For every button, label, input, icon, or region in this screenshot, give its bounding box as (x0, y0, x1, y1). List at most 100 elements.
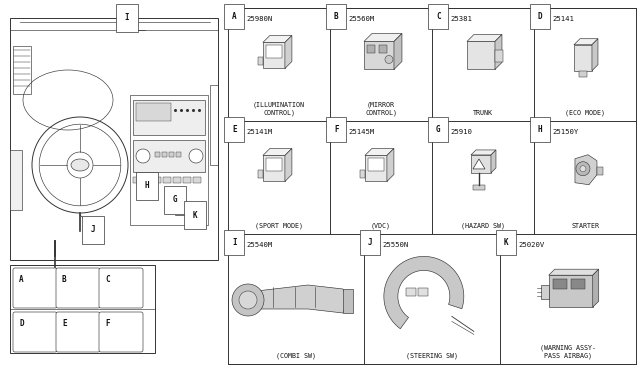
Text: D: D (19, 319, 24, 328)
Bar (360, 170, 365, 179)
Bar (266, 45, 282, 58)
Text: (ECO MODE): (ECO MODE) (565, 109, 605, 116)
Bar (133, 100, 205, 135)
Bar (471, 155, 491, 173)
Bar (193, 177, 201, 183)
Text: (COMBI SW): (COMBI SW) (276, 353, 316, 359)
FancyBboxPatch shape (13, 268, 57, 308)
Polygon shape (592, 39, 598, 71)
Bar (574, 45, 592, 71)
Bar (162, 152, 167, 157)
Bar (263, 42, 285, 68)
Bar (379, 45, 387, 54)
Text: F: F (105, 319, 109, 328)
Text: (VDC): (VDC) (371, 222, 391, 229)
Text: 25560M: 25560M (348, 16, 374, 22)
FancyBboxPatch shape (13, 312, 57, 352)
Polygon shape (473, 159, 485, 169)
Text: G: G (436, 125, 440, 134)
Bar (163, 177, 171, 183)
Text: 25381: 25381 (450, 16, 472, 22)
Text: TRUNK: TRUNK (473, 110, 493, 116)
Bar (10, 150, 22, 210)
Bar (183, 177, 191, 183)
Bar (548, 275, 593, 307)
Text: 25980N: 25980N (246, 16, 272, 22)
Polygon shape (285, 35, 292, 68)
Bar (153, 177, 161, 183)
Bar (130, 95, 208, 225)
Bar (418, 288, 428, 296)
Polygon shape (263, 35, 292, 42)
Text: K: K (504, 238, 509, 247)
Text: 25910: 25910 (450, 129, 472, 135)
Text: 25141M: 25141M (246, 129, 272, 135)
Bar (143, 177, 151, 183)
Text: A: A (232, 12, 237, 21)
Polygon shape (575, 155, 597, 185)
Text: E: E (232, 125, 237, 134)
Bar (210, 85, 218, 165)
Bar (579, 71, 587, 77)
FancyBboxPatch shape (99, 312, 143, 352)
Ellipse shape (71, 159, 89, 171)
Polygon shape (491, 150, 496, 173)
Bar (571, 279, 585, 289)
Text: I: I (125, 13, 129, 22)
Polygon shape (248, 285, 348, 313)
Bar (228, 8, 636, 364)
Bar (368, 158, 384, 171)
Text: (WARNING ASSY-
PASS AIRBAG): (WARNING ASSY- PASS AIRBAG) (540, 344, 596, 359)
Bar (367, 45, 375, 54)
Bar (365, 155, 387, 182)
Text: (HAZARD SW): (HAZARD SW) (461, 222, 505, 229)
Polygon shape (263, 148, 292, 155)
Circle shape (385, 55, 393, 64)
Bar (133, 177, 141, 183)
Text: 25020V: 25020V (518, 242, 544, 248)
Text: H: H (145, 182, 149, 190)
Bar (495, 51, 503, 62)
Text: (MIRROR
CONTROL): (MIRROR CONTROL) (365, 102, 397, 116)
Bar (133, 140, 205, 172)
Text: J: J (91, 225, 95, 234)
Text: D: D (538, 12, 543, 21)
Text: C: C (436, 12, 440, 21)
Text: G: G (173, 196, 177, 205)
Text: C: C (105, 275, 109, 284)
Text: 25145M: 25145M (348, 129, 374, 135)
Polygon shape (574, 39, 598, 45)
Bar (597, 167, 603, 175)
Circle shape (576, 162, 590, 176)
FancyBboxPatch shape (56, 312, 100, 352)
Circle shape (136, 149, 150, 163)
Polygon shape (364, 33, 402, 41)
Bar (173, 177, 181, 183)
Bar (263, 155, 285, 182)
Bar (258, 57, 263, 65)
Bar (467, 41, 495, 70)
Polygon shape (471, 150, 496, 155)
Bar (10, 265, 155, 353)
Text: I: I (232, 238, 237, 247)
Text: 25550N: 25550N (382, 242, 408, 248)
Bar (176, 152, 181, 157)
Circle shape (580, 166, 586, 172)
Text: (SPORT MODE): (SPORT MODE) (255, 222, 303, 229)
Text: (STEERING SW): (STEERING SW) (406, 353, 458, 359)
Polygon shape (548, 269, 599, 275)
Text: K: K (193, 211, 197, 219)
Text: H: H (538, 125, 543, 134)
FancyBboxPatch shape (56, 268, 100, 308)
Polygon shape (593, 269, 599, 307)
Bar (169, 152, 174, 157)
Bar (364, 41, 394, 70)
Text: B: B (334, 12, 339, 21)
Circle shape (239, 291, 257, 309)
Polygon shape (495, 35, 502, 70)
Text: STARTER: STARTER (571, 223, 599, 229)
Bar (406, 288, 416, 296)
Bar (541, 285, 548, 299)
Text: 25150Y: 25150Y (552, 129, 579, 135)
Text: B: B (62, 275, 67, 284)
